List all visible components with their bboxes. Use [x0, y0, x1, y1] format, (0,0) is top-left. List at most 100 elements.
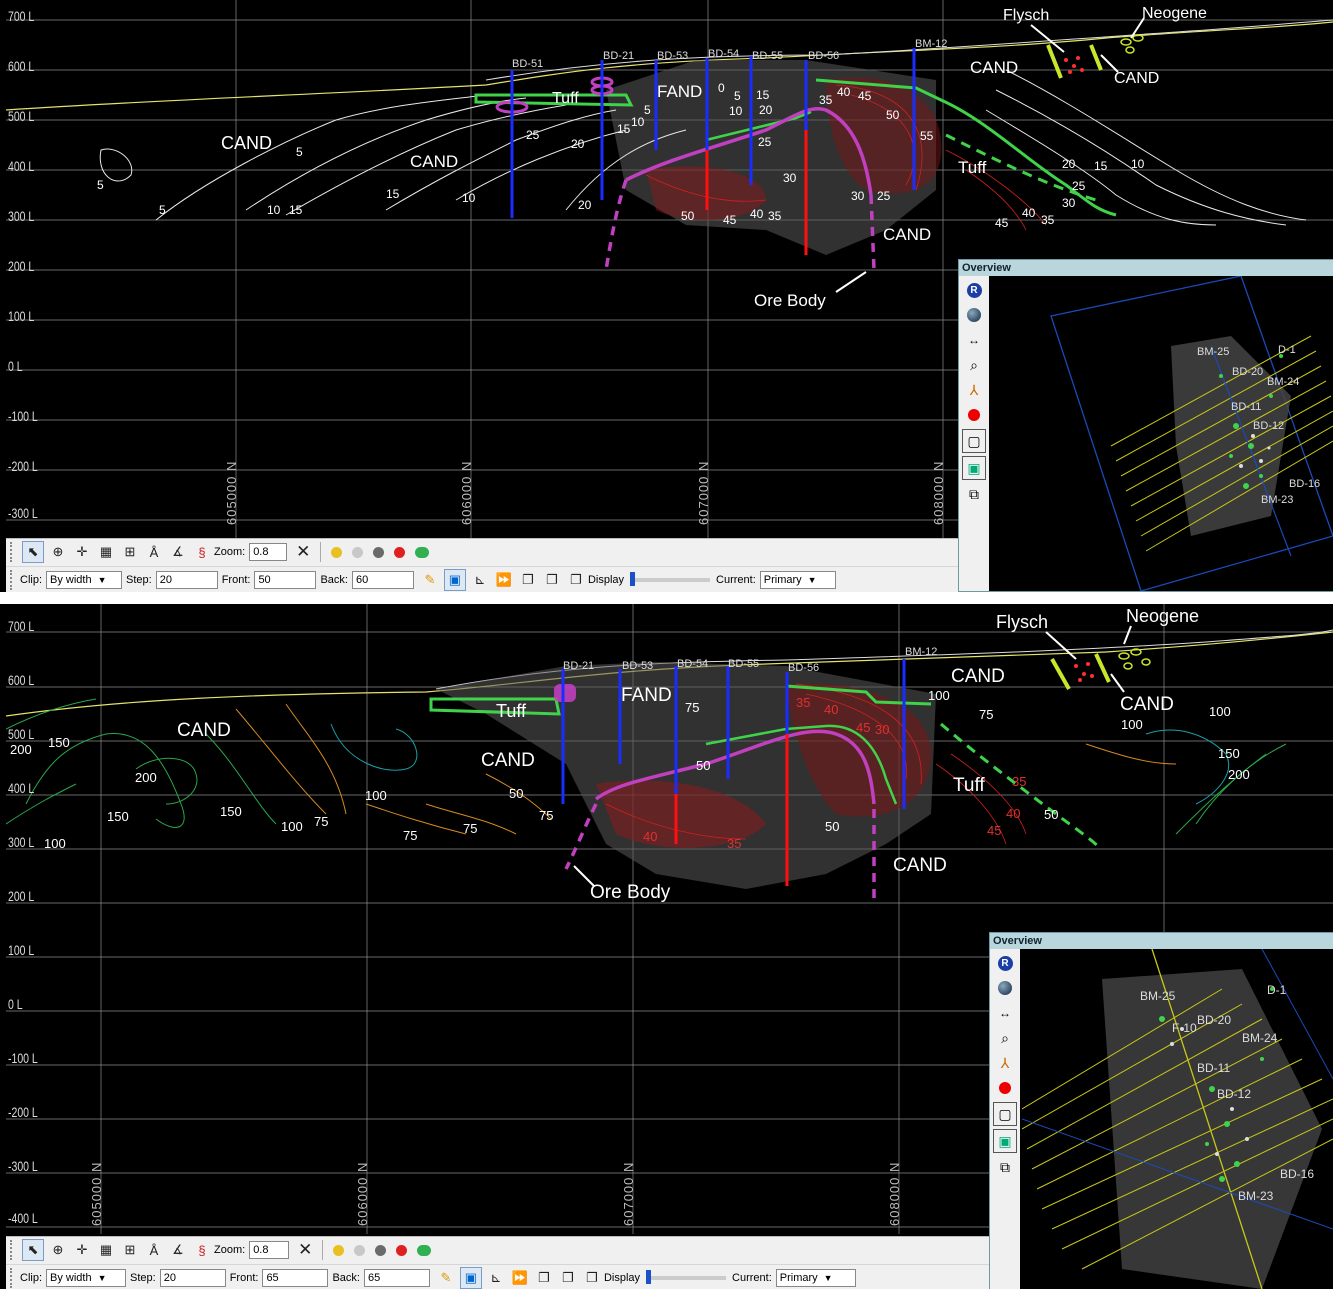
close-x-icon[interactable]: ✕ [296, 542, 311, 561]
red-dot-icon[interactable] [396, 1244, 408, 1256]
toolbar-grip[interactable] [10, 542, 16, 562]
clip-icon[interactable]: ⊾ [490, 1270, 502, 1285]
forward-icon[interactable]: ⏩ [511, 1270, 529, 1285]
overview-viewport[interactable]: BM-25 D-1 BD-20 BM-24 BD-11 BD-12 BD-16 … [1021, 948, 1333, 1289]
contour-label: 100 [281, 819, 303, 834]
clip-select[interactable]: By width ▼ [46, 571, 123, 589]
toolbar-grip[interactable] [10, 1268, 16, 1288]
display-slider[interactable] [646, 1270, 727, 1284]
front-input[interactable]: 50 [254, 571, 317, 589]
back-input[interactable]: 65 [363, 1269, 430, 1287]
toolbar-grip[interactable] [10, 1240, 16, 1260]
section-icon[interactable]: § [198, 1242, 206, 1258]
overview-viewport[interactable]: BM-25 D-1 BD-20 BM-24 BD-11 BD-12 BD-16 … [991, 275, 1333, 592]
measure-icon[interactable]: Å [149, 1242, 159, 1258]
drillhole-label: BD-54 [708, 48, 740, 60]
ore-body-dashed-right [869, 194, 876, 271]
angle-icon[interactable]: ∡ [172, 544, 184, 559]
drill-holes [561, 659, 906, 886]
select-icon[interactable]: ⬉ [22, 541, 44, 563]
box-icon[interactable]: ▢ [993, 1102, 1017, 1126]
contour-label: 15 [289, 203, 303, 217]
red-ball-icon[interactable] [994, 1077, 1016, 1099]
close-x-icon[interactable]: ✕ [298, 1240, 313, 1259]
zoom-input[interactable]: 0.8 [249, 543, 288, 561]
overview-hole-label: BD-20 [1232, 366, 1264, 378]
back-input[interactable]: 60 [351, 571, 414, 589]
forward-icon[interactable]: ⏩ [495, 572, 513, 587]
cube-icon[interactable]: ⧉ [1000, 1158, 1010, 1175]
box-icon[interactable]: ❐ [538, 1270, 550, 1285]
current-select[interactable]: Primary ▼ [775, 1269, 856, 1287]
arrows-icon[interactable]: ↔ [968, 333, 980, 347]
flysch-symbol [1050, 653, 1111, 690]
axes-icon[interactable]: ⅄ [1000, 1054, 1010, 1071]
globe-icon[interactable] [994, 977, 1016, 999]
section-view-top[interactable]: 700 L 600 L 500 L 400 L 300 L 200 L 100 … [0, 0, 1333, 592]
move-icon[interactable]: ✛ [76, 1242, 88, 1257]
toolbar-grip[interactable] [10, 570, 16, 590]
green-capsule-icon[interactable] [417, 1244, 432, 1256]
box-icon[interactable]: ❐ [522, 572, 534, 587]
image-icon[interactable]: ▣ [962, 456, 986, 480]
red-dot-icon[interactable] [394, 546, 406, 558]
legend-icon[interactable]: ⊞ [124, 544, 136, 559]
zoom-input[interactable]: 0.8 [249, 1241, 290, 1259]
grey-dot-icon[interactable] [352, 546, 364, 558]
clip-icon[interactable]: ⊾ [474, 572, 486, 587]
current-select[interactable]: Primary ▼ [759, 571, 836, 589]
yellow-dot-icon[interactable] [333, 1244, 345, 1256]
dark-dot-icon[interactable] [373, 546, 385, 558]
red-ball-icon[interactable] [963, 404, 985, 426]
front-input[interactable]: 65 [262, 1269, 329, 1287]
axes-icon[interactable]: ⅄ [969, 381, 979, 398]
layer-icon[interactable]: ▣ [459, 1267, 482, 1289]
magnifier-icon[interactable]: ⌕ [970, 356, 978, 373]
grey-dot-icon[interactable] [354, 1244, 366, 1256]
box-icon[interactable]: ❐ [586, 1270, 598, 1285]
overview-window[interactable]: Overview R ↔ ⌕ ⅄ ▢ ▣ ⧉ [989, 932, 1333, 1289]
overview-hole-label: BD-11 [1231, 401, 1262, 413]
edit-icon[interactable]: ✎ [440, 1270, 452, 1285]
box-icon[interactable]: ❐ [570, 572, 582, 587]
contour-label: 5 [159, 203, 166, 217]
layer-icon[interactable]: ▣ [443, 569, 466, 591]
magnifier-icon[interactable]: ⌕ [1001, 1029, 1009, 1046]
section-view-bottom[interactable]: 700 L 600 L 500 L 400 L 300 L 200 L 100 … [0, 604, 1333, 1289]
cross-section-canvas[interactable] [6, 604, 1333, 1234]
box-icon[interactable]: ❐ [546, 572, 558, 587]
rotate-R-icon[interactable]: R [994, 952, 1016, 974]
step-input[interactable]: 20 [155, 571, 218, 589]
pan-icon[interactable]: ⊕ [52, 1242, 64, 1257]
edit-icon[interactable]: ✎ [424, 572, 436, 587]
green-capsule-icon[interactable] [415, 546, 430, 558]
globe-icon[interactable] [963, 304, 985, 326]
arrows-icon[interactable]: ↔ [999, 1006, 1011, 1020]
unit-label-ore-body: Ore Body [754, 291, 826, 310]
legend-icon[interactable]: ⊞ [124, 1242, 136, 1257]
cross-section-canvas[interactable] [6, 0, 1333, 540]
box-icon[interactable]: ❐ [562, 1270, 574, 1285]
overview-hole-label: F-10 [1172, 1021, 1197, 1035]
level-label: 500 L [8, 108, 35, 124]
dark-dot-icon[interactable] [375, 1244, 387, 1256]
overview-window[interactable]: Overview R ↔ ⌕ ⅄ ▢ ▣ ⧉ [958, 259, 1333, 592]
angle-icon[interactable]: ∡ [172, 1242, 184, 1257]
measure-icon[interactable]: Å [149, 544, 159, 560]
grid-icon[interactable]: ▦ [99, 544, 113, 559]
select-icon[interactable]: ⬉ [22, 1239, 44, 1261]
flysch-dots [1074, 662, 1094, 682]
pan-icon[interactable]: ⊕ [52, 544, 64, 559]
rotate-R-icon[interactable]: R [963, 279, 985, 301]
box-icon[interactable]: ▢ [962, 429, 986, 453]
cube-icon[interactable]: ⧉ [969, 485, 979, 502]
display-slider[interactable] [630, 572, 711, 586]
clip-select[interactable]: By width ▼ [46, 1269, 127, 1287]
image-icon[interactable]: ▣ [993, 1129, 1017, 1153]
step-input[interactable]: 20 [159, 1269, 226, 1287]
clip-value: By width [50, 574, 92, 586]
move-icon[interactable]: ✛ [76, 544, 88, 559]
section-icon[interactable]: § [198, 544, 206, 560]
yellow-dot-icon[interactable] [331, 546, 343, 558]
grid-icon[interactable]: ▦ [99, 1242, 113, 1257]
